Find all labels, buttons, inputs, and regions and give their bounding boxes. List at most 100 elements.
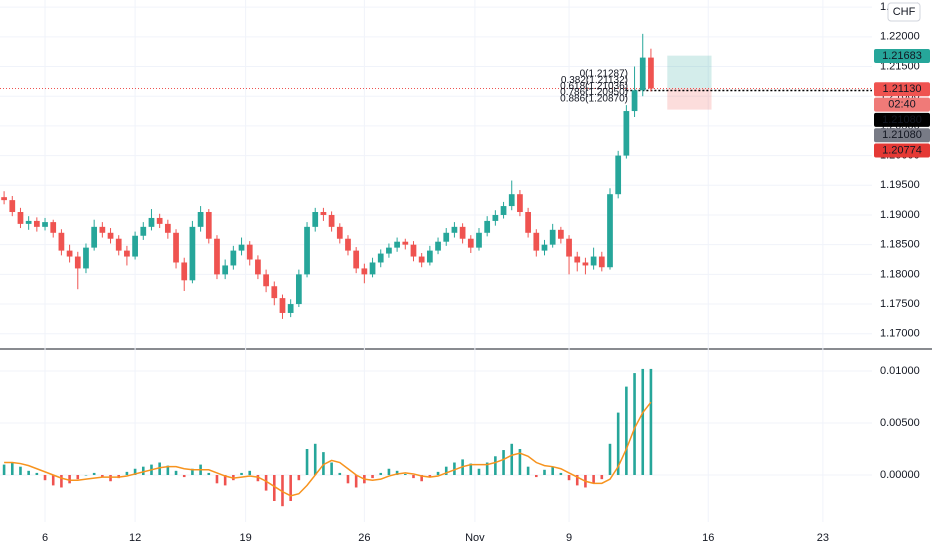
histogram-bar bbox=[182, 474, 186, 478]
histogram-bar bbox=[141, 466, 145, 475]
histogram-bar bbox=[35, 472, 39, 475]
histogram-bar bbox=[649, 368, 653, 475]
target-zone bbox=[667, 55, 712, 89]
candle-body bbox=[140, 226, 147, 236]
histogram-bar bbox=[256, 474, 260, 482]
histogram-bar bbox=[68, 474, 71, 484]
price-tag-label: 1.21080 bbox=[882, 129, 922, 141]
candle-body bbox=[173, 232, 179, 263]
y-tick-label: 1.17000 bbox=[880, 328, 920, 340]
histogram-bar bbox=[485, 462, 489, 475]
candle-body bbox=[418, 256, 425, 263]
candle-body bbox=[590, 256, 597, 266]
x-tick-label: Nov bbox=[465, 532, 485, 544]
candle-body bbox=[508, 194, 515, 207]
stop-zone bbox=[667, 88, 712, 110]
price-tag-label: 1.20774 bbox=[882, 144, 922, 156]
candle-body bbox=[631, 90, 638, 112]
candle-body bbox=[500, 206, 507, 215]
candle-body bbox=[607, 194, 613, 268]
fib-label: 0(1.21287) bbox=[580, 69, 628, 80]
currency-button[interactable] bbox=[887, 2, 921, 22]
histogram-bar bbox=[502, 450, 505, 475]
y-tick-label: 0.00000 bbox=[880, 469, 920, 481]
candle-body bbox=[156, 217, 163, 224]
candle-body bbox=[181, 262, 188, 281]
histogram-bar bbox=[322, 452, 325, 475]
y-tick-label: 1.18000 bbox=[880, 268, 920, 280]
price-tag-label: 1.21683 bbox=[882, 50, 922, 62]
candle-body bbox=[107, 232, 114, 239]
candle-body bbox=[435, 241, 441, 251]
histogram-bar bbox=[84, 474, 88, 476]
histogram-bar bbox=[477, 468, 481, 475]
histogram-bar bbox=[600, 474, 604, 480]
candle-body bbox=[148, 217, 155, 227]
y-tick-label: 0.01000 bbox=[880, 365, 920, 377]
candle-body bbox=[58, 232, 65, 251]
candle-body bbox=[369, 262, 376, 275]
histogram-bar bbox=[43, 474, 47, 481]
histogram-bar bbox=[223, 474, 227, 486]
candle-body bbox=[426, 250, 433, 263]
price-tag-label: 1.21130 bbox=[883, 83, 922, 95]
candle-body bbox=[83, 247, 89, 269]
histogram-bar bbox=[412, 474, 415, 479]
candle-body bbox=[132, 235, 138, 257]
candle-body bbox=[394, 241, 400, 248]
candle-body bbox=[304, 226, 310, 275]
y-tick-label: 1.17500 bbox=[880, 298, 920, 310]
histogram-bar bbox=[510, 443, 514, 475]
histogram-bar bbox=[330, 462, 333, 475]
histogram-bar bbox=[371, 474, 374, 479]
histogram-bar bbox=[2, 464, 6, 475]
histogram-bar bbox=[625, 386, 628, 475]
candle-body bbox=[246, 244, 253, 260]
fib-label: 0.618(1.21036) bbox=[560, 81, 628, 92]
candle-body bbox=[287, 304, 294, 313]
histogram-bar bbox=[338, 472, 342, 475]
x-tick-label: 19 bbox=[240, 532, 252, 544]
x-tick-label: 6 bbox=[42, 532, 48, 544]
x-tick-label: 12 bbox=[129, 532, 141, 544]
candle-body bbox=[549, 229, 556, 245]
histogram-bar bbox=[526, 466, 530, 475]
histogram-bar bbox=[27, 470, 30, 475]
histogram-bar bbox=[403, 473, 407, 475]
candle-body bbox=[557, 229, 564, 239]
histogram-bar bbox=[494, 456, 497, 475]
x-tick-label: 16 bbox=[702, 532, 714, 544]
histogram-bar bbox=[379, 472, 383, 475]
currency-button-label[interactable]: CHF bbox=[893, 6, 916, 18]
candle-body bbox=[115, 238, 122, 251]
price-tag bbox=[874, 143, 930, 158]
candle-body bbox=[42, 222, 48, 227]
candle-body bbox=[623, 111, 630, 156]
histogram-bar bbox=[592, 474, 595, 484]
fib-label: 0.382(1.21132) bbox=[561, 75, 628, 86]
histogram-bar bbox=[264, 474, 268, 491]
candle-body bbox=[566, 238, 572, 257]
histogram-bar bbox=[518, 448, 522, 475]
histogram-bar bbox=[444, 466, 448, 475]
histogram-bar bbox=[133, 468, 137, 475]
candle-body bbox=[205, 212, 212, 239]
candle-body bbox=[386, 247, 392, 254]
candle-body bbox=[271, 286, 278, 299]
histogram-bar bbox=[51, 474, 55, 486]
x-tick-label: 26 bbox=[358, 532, 370, 544]
price-tag bbox=[874, 49, 930, 63]
histogram-bar bbox=[395, 470, 399, 475]
candle-body bbox=[615, 155, 622, 195]
candle-body bbox=[598, 256, 605, 268]
histogram-bar bbox=[535, 474, 538, 478]
x-tick-label: 23 bbox=[817, 532, 829, 544]
histogram-bar bbox=[575, 474, 579, 486]
fib-label: 0.886(1.20870) bbox=[560, 93, 628, 104]
histogram-bar bbox=[248, 470, 252, 475]
candle-body bbox=[1, 197, 7, 201]
histogram-bar bbox=[453, 462, 456, 475]
x-tick-label: 9 bbox=[566, 532, 572, 544]
